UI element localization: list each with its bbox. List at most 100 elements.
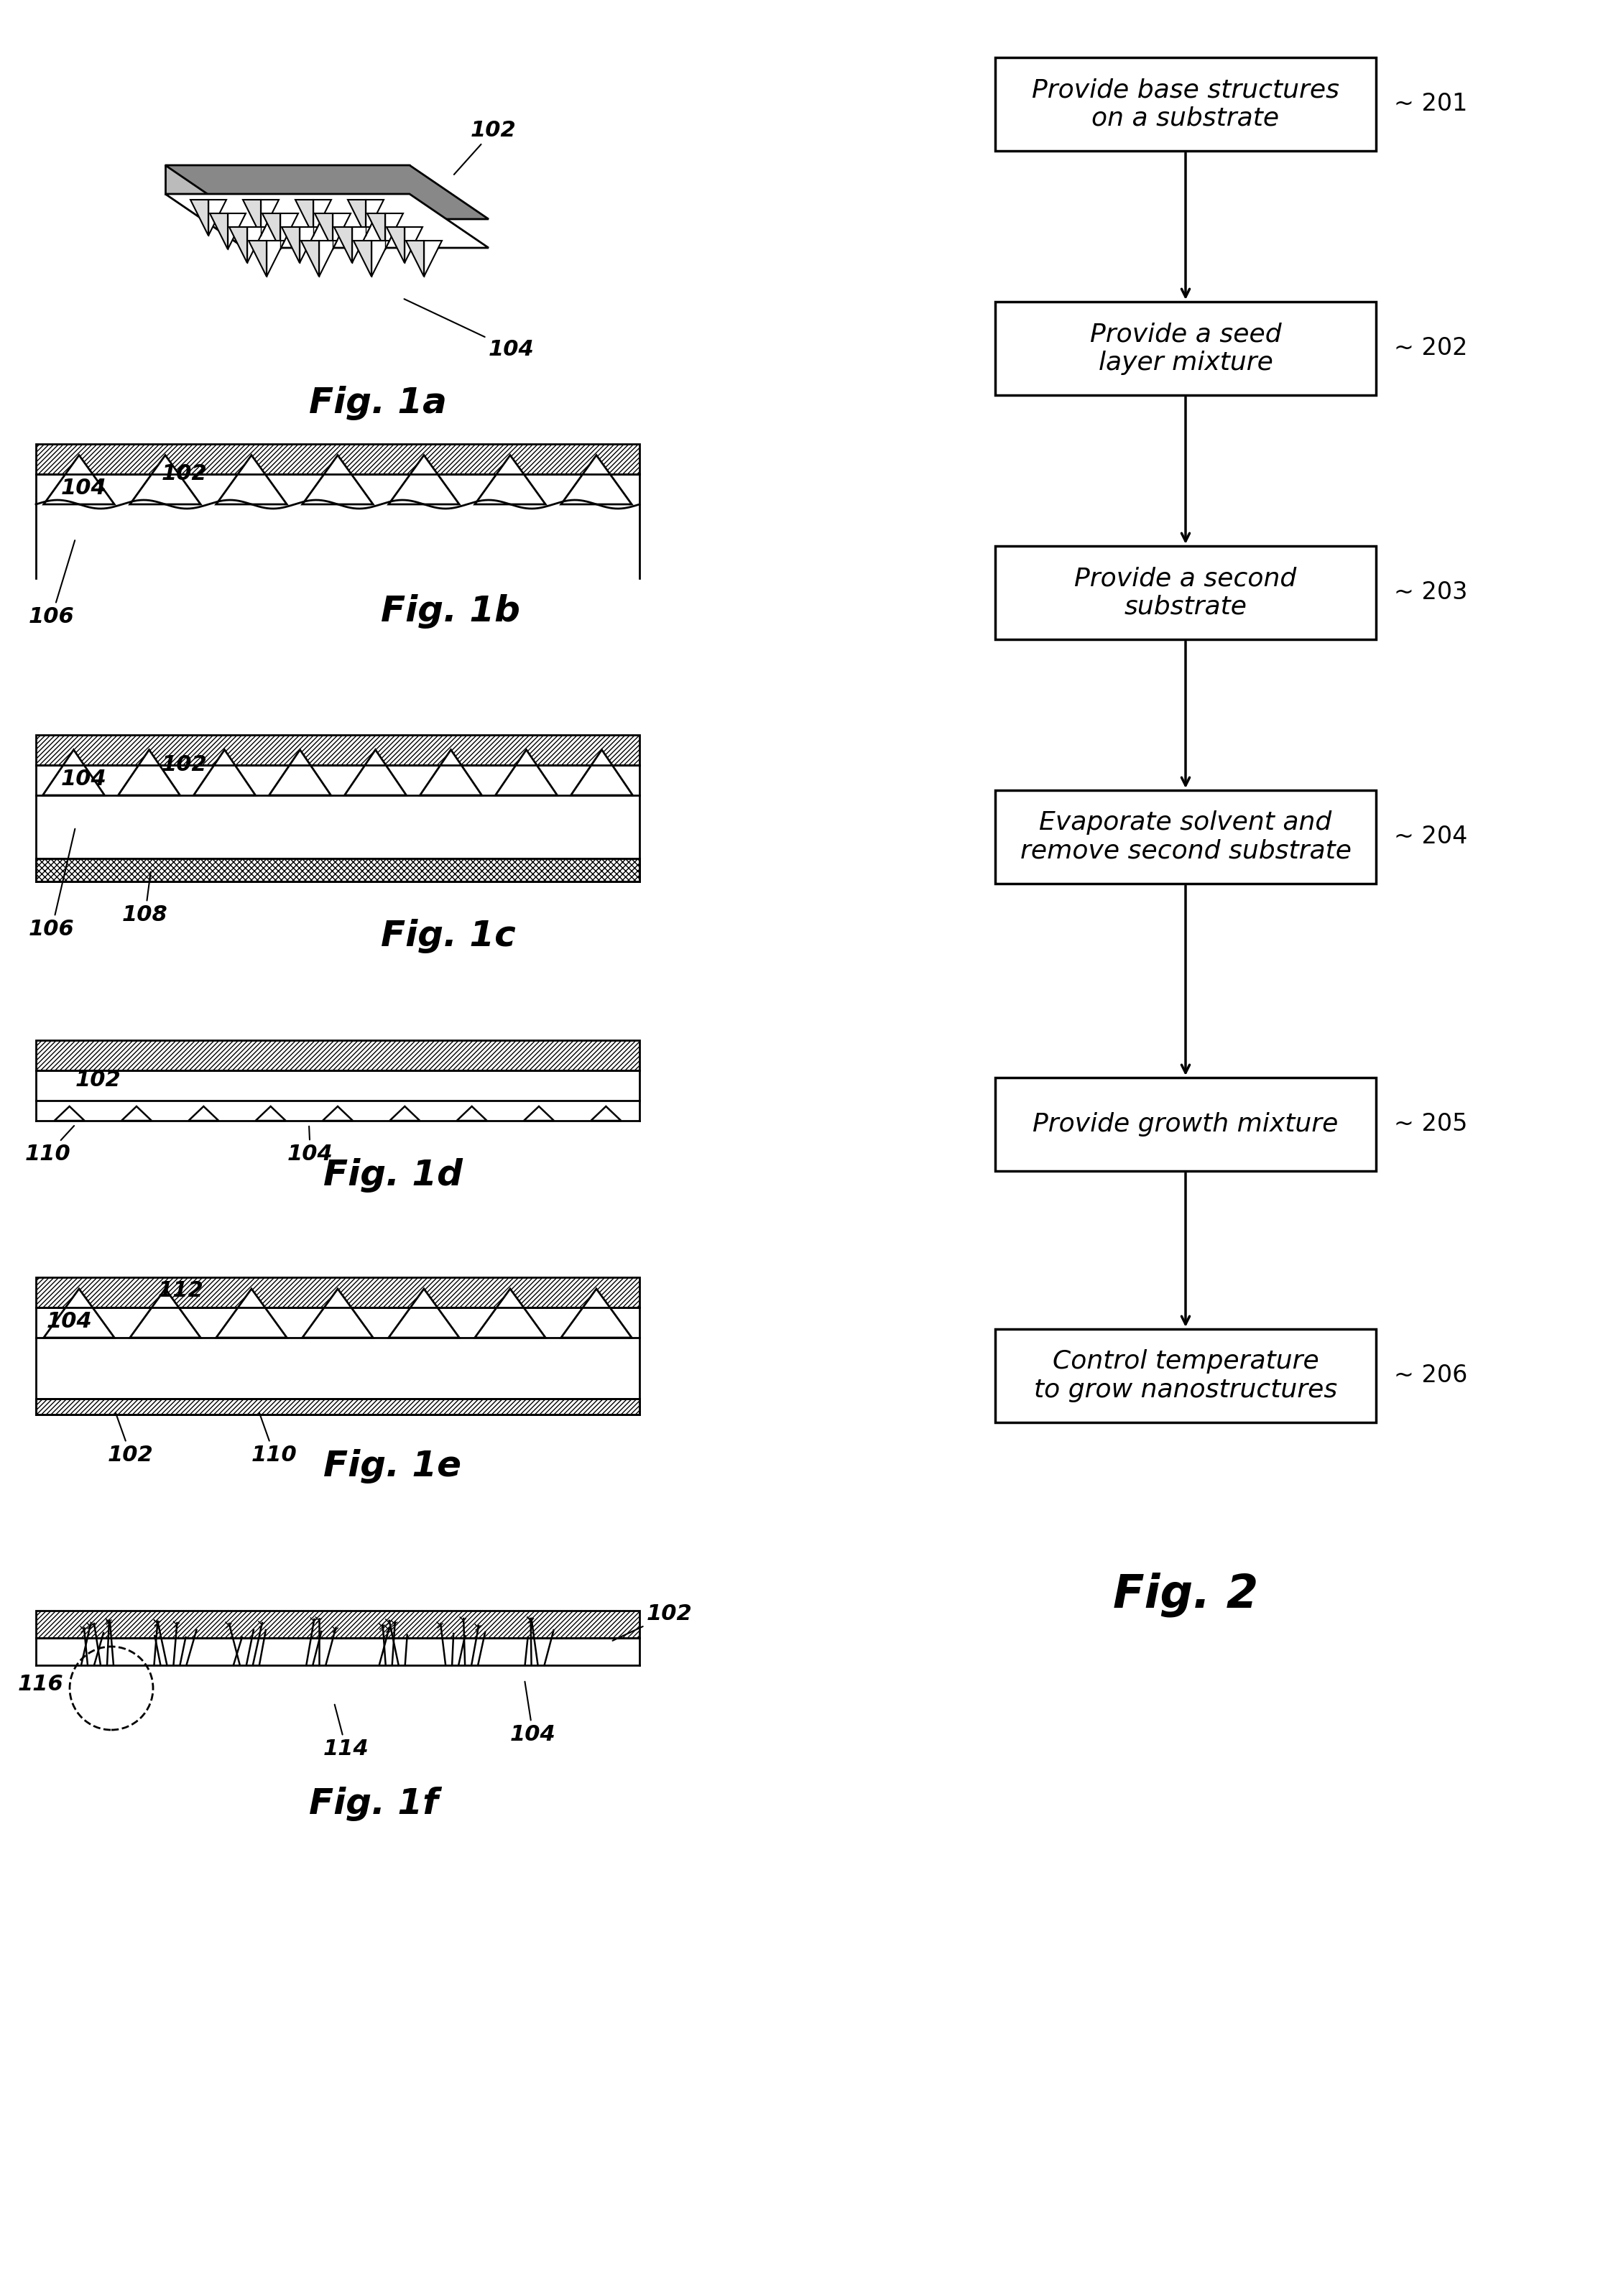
Bar — [36, 1277, 640, 1306]
Text: Provide a seed
layer mixture: Provide a seed layer mixture — [1089, 321, 1281, 374]
Bar — [995, 1329, 1376, 1424]
Polygon shape — [209, 214, 229, 250]
Bar — [995, 301, 1376, 395]
Text: Fig. 1e: Fig. 1e — [323, 1449, 462, 1483]
Polygon shape — [313, 200, 331, 236]
Polygon shape — [229, 214, 246, 250]
Text: Evaporate solvent and
remove second substrate: Evaporate solvent and remove second subs… — [1020, 810, 1352, 863]
Text: ~ 206: ~ 206 — [1394, 1364, 1467, 1387]
Polygon shape — [282, 227, 300, 264]
Bar — [36, 1612, 640, 1637]
Polygon shape — [302, 241, 319, 276]
Text: 104: 104 — [47, 1311, 92, 1332]
Polygon shape — [188, 1107, 219, 1120]
Polygon shape — [457, 1107, 486, 1120]
Text: Provide base structures
on a substrate: Provide base structures on a substrate — [1033, 78, 1339, 131]
Text: 110: 110 — [251, 1412, 297, 1465]
Bar — [36, 443, 640, 475]
Text: 102: 102 — [76, 1070, 122, 1091]
Text: Control temperature
to grow nanostructures: Control temperature to grow nanostructur… — [1034, 1350, 1337, 1403]
Bar — [36, 794, 640, 859]
Bar — [36, 1100, 640, 1120]
Polygon shape — [323, 1107, 353, 1120]
Polygon shape — [475, 455, 546, 505]
Polygon shape — [130, 455, 201, 505]
Text: 110: 110 — [26, 1125, 75, 1164]
Polygon shape — [165, 193, 488, 248]
Polygon shape — [248, 241, 266, 276]
Text: Fig. 2: Fig. 2 — [1114, 1573, 1258, 1616]
Bar — [36, 1040, 640, 1070]
Polygon shape — [389, 1107, 420, 1120]
Text: 104: 104 — [62, 769, 107, 790]
Text: ~ 203: ~ 203 — [1394, 581, 1467, 604]
Polygon shape — [122, 1107, 152, 1120]
Bar — [36, 505, 640, 572]
Polygon shape — [425, 241, 443, 276]
Polygon shape — [266, 241, 285, 276]
Polygon shape — [349, 200, 366, 236]
Text: Fig. 1d: Fig. 1d — [323, 1157, 462, 1192]
Polygon shape — [261, 200, 279, 236]
Polygon shape — [300, 227, 318, 264]
Text: Fig. 1b: Fig. 1b — [381, 595, 520, 629]
Polygon shape — [571, 751, 632, 794]
Polygon shape — [246, 227, 266, 264]
Text: Fig. 1c: Fig. 1c — [381, 918, 515, 953]
Polygon shape — [42, 751, 105, 794]
Text: 102: 102 — [613, 1603, 692, 1642]
Bar — [995, 57, 1376, 152]
Polygon shape — [386, 227, 405, 264]
Polygon shape — [44, 1288, 115, 1339]
Polygon shape — [475, 1288, 546, 1339]
Polygon shape — [561, 455, 632, 505]
Polygon shape — [130, 1288, 201, 1339]
Polygon shape — [389, 455, 459, 505]
Polygon shape — [118, 751, 180, 794]
Text: 112: 112 — [159, 1281, 204, 1302]
Text: ~ 202: ~ 202 — [1394, 338, 1467, 360]
Polygon shape — [314, 214, 332, 250]
Text: ~ 204: ~ 204 — [1394, 824, 1467, 850]
Polygon shape — [190, 200, 209, 236]
Polygon shape — [405, 241, 425, 276]
Polygon shape — [243, 200, 261, 236]
Text: Fig. 1f: Fig. 1f — [310, 1786, 438, 1821]
Text: 104: 104 — [511, 1681, 556, 1745]
Text: 102: 102 — [162, 755, 207, 776]
Text: 108: 108 — [122, 872, 169, 925]
Polygon shape — [386, 214, 404, 250]
Text: ~ 201: ~ 201 — [1394, 92, 1467, 117]
Polygon shape — [165, 165, 488, 218]
Polygon shape — [319, 241, 337, 276]
Polygon shape — [353, 241, 371, 276]
Text: 106: 106 — [29, 540, 75, 627]
Text: 102: 102 — [454, 119, 517, 174]
Text: ~ 205: ~ 205 — [1394, 1114, 1467, 1137]
Text: 104: 104 — [62, 478, 107, 498]
Polygon shape — [496, 751, 558, 794]
Polygon shape — [216, 1288, 287, 1339]
Polygon shape — [295, 200, 313, 236]
Polygon shape — [420, 751, 481, 794]
Bar — [36, 859, 640, 882]
Polygon shape — [303, 455, 373, 505]
Polygon shape — [345, 751, 407, 794]
Polygon shape — [256, 1107, 285, 1120]
Polygon shape — [165, 165, 410, 193]
Polygon shape — [193, 751, 256, 794]
Polygon shape — [405, 227, 423, 264]
Polygon shape — [368, 214, 386, 250]
Bar — [995, 1077, 1376, 1171]
Text: 102: 102 — [107, 1412, 154, 1465]
Polygon shape — [269, 751, 331, 794]
Polygon shape — [366, 200, 384, 236]
Bar — [36, 735, 640, 765]
Polygon shape — [209, 200, 227, 236]
Text: 116: 116 — [18, 1674, 63, 1694]
Bar — [36, 1339, 640, 1398]
Bar — [36, 1398, 640, 1414]
Polygon shape — [280, 214, 298, 250]
Polygon shape — [263, 214, 280, 250]
Polygon shape — [524, 1107, 554, 1120]
